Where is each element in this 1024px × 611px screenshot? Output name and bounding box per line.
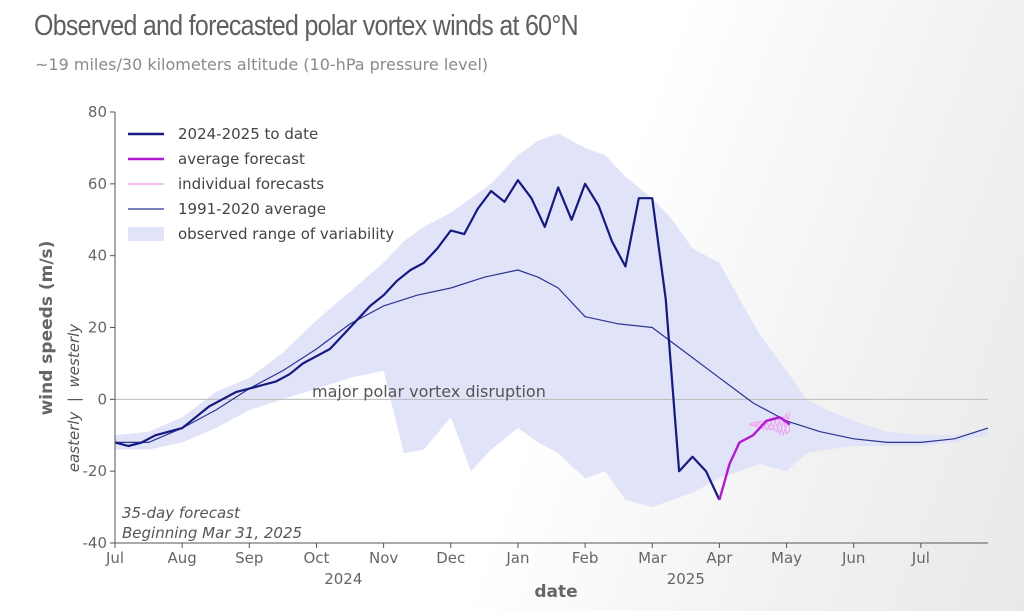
- x-tick-label: Apr: [706, 549, 733, 567]
- individual-forecast-line: [749, 411, 791, 437]
- y-axis-label: wind speeds (m/s): [37, 241, 57, 416]
- year-label: 2024: [324, 570, 362, 588]
- x-tick-label: Jun: [841, 549, 865, 567]
- y-tick-label: 80: [88, 103, 107, 121]
- observed-line: [114, 179, 721, 501]
- legend-label-average-forecast: average forecast: [178, 150, 305, 168]
- y-tick-label: 20: [88, 319, 107, 337]
- y-axis-sublabel: easterly | westerly: [65, 323, 83, 472]
- x-tick-label: Sep: [235, 549, 263, 567]
- legend-label-individual-forecasts: individual forecasts: [178, 175, 324, 193]
- x-tick-label: Jul: [105, 549, 124, 567]
- y-tick-label: -40: [83, 534, 108, 552]
- individual-forecast-line: [749, 412, 791, 436]
- disruption-annotation: major polar vortex disruption: [312, 382, 546, 401]
- x-tick-label: Dec: [436, 549, 465, 567]
- chart-subtitle: ~19 miles/30 kilometers altitude (10-hPa…: [35, 55, 489, 74]
- climatology-line: [115, 269, 989, 443]
- average-forecast-line: [718, 416, 791, 501]
- x-tick-label: Oct: [303, 549, 329, 567]
- x-axis-label: date: [534, 582, 577, 602]
- y-ticks: -40 -20 0 20 40 60 80: [83, 103, 115, 552]
- individual-forecasts-layer: [749, 411, 791, 437]
- legend-label-climatology: 1991-2020 average: [178, 200, 326, 218]
- forecast-note-line1: 35-day forecast: [122, 504, 241, 522]
- y-tick-label: 60: [88, 175, 107, 193]
- individual-forecast-line: [749, 416, 791, 435]
- legend: 2024-2025 to date average forecast indiv…: [128, 125, 394, 243]
- y-tick-label: -20: [83, 462, 108, 480]
- x-tick-label: Feb: [572, 549, 599, 567]
- x-tick-label: Aug: [168, 549, 197, 567]
- legend-swatch-range: [128, 227, 164, 241]
- legend-label-range: observed range of variability: [178, 225, 394, 243]
- x-tick-label: May: [771, 549, 802, 567]
- forecast-note-line2: Beginning Mar 31, 2025: [122, 524, 302, 542]
- legend-label-observed: 2024-2025 to date: [178, 125, 318, 143]
- y-tick-label: 0: [97, 390, 107, 408]
- x-tick-label: Mar: [638, 549, 667, 567]
- variability-band-layer: [115, 133, 988, 508]
- x-ticks: Jul Aug Sep Oct Nov Dec Jan Feb Mar Apr May Jun Jul: [105, 543, 930, 567]
- x-tick-label: Nov: [369, 549, 398, 567]
- y-tick-label: 40: [88, 247, 107, 265]
- series-lines-layer: [114, 179, 989, 501]
- x-tick-label: Jan: [505, 549, 529, 567]
- x-tick-label: Jul: [911, 549, 930, 567]
- year-labels: 2024 2025: [324, 570, 705, 588]
- chart-title: Observed and forecasted polar vortex win…: [34, 10, 579, 42]
- variability-band: [115, 133, 988, 508]
- year-label: 2025: [667, 570, 705, 588]
